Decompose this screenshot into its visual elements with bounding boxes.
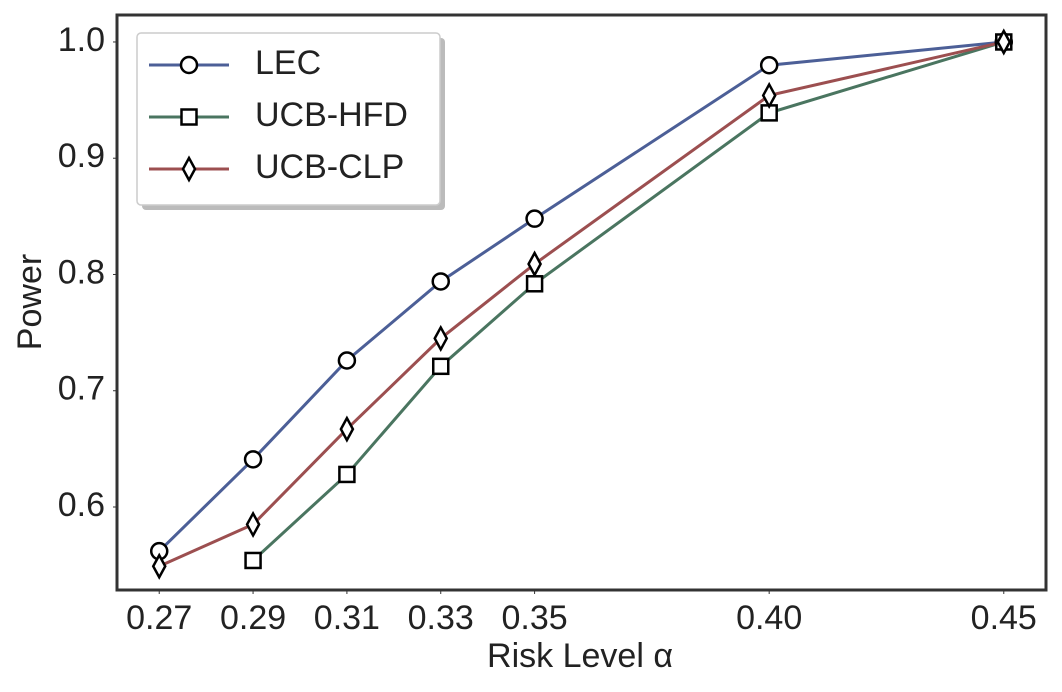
point (339, 415, 355, 443)
y-tick-label: 0.8 (58, 253, 105, 291)
point (761, 81, 777, 110)
point (527, 250, 543, 278)
point (759, 55, 779, 75)
point (433, 324, 449, 353)
x-tick-label: 0.27 (126, 599, 192, 637)
point (525, 275, 544, 293)
x-axis-label: Risk Level α (487, 637, 673, 675)
x-tick-label: 0.33 (408, 599, 474, 637)
y-tick-label: 0.6 (58, 486, 105, 524)
point (431, 272, 450, 291)
x-tick-label: 0.40 (736, 599, 802, 637)
y-tick-label: 0.9 (58, 137, 105, 175)
legend-label: UCB-CLP (255, 148, 404, 186)
y-tick-label: 1.0 (58, 21, 105, 59)
point (338, 465, 356, 484)
plot-frame (115, 13, 1048, 592)
point (525, 209, 544, 228)
point (245, 510, 261, 539)
x-tick-label: 0.31 (314, 599, 380, 637)
series-line (252, 40, 1005, 562)
point (996, 28, 1012, 56)
point (180, 108, 198, 126)
y-tick-label: 0.7 (58, 370, 105, 408)
point (151, 552, 167, 580)
point (179, 55, 199, 75)
point (181, 155, 197, 183)
legend-label: UCB-HFD (255, 96, 408, 134)
legend-label: LEC (255, 44, 321, 82)
point (243, 450, 263, 469)
x-tick-label: 0.29 (220, 599, 286, 637)
point (337, 351, 357, 370)
x-tick-label: 0.45 (971, 599, 1037, 637)
point (431, 357, 450, 376)
point (244, 551, 262, 570)
legend-box (136, 32, 441, 206)
y-axis-label: Power (11, 254, 49, 350)
x-tick-label: 0.35 (501, 599, 567, 637)
